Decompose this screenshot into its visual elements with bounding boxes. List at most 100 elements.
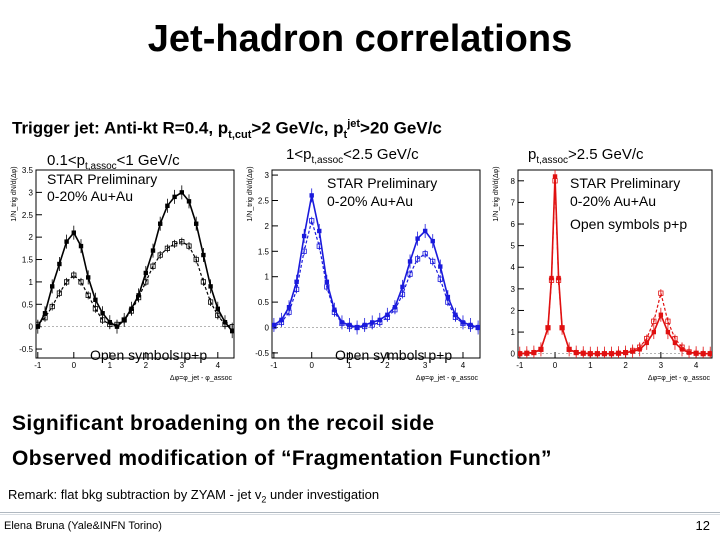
data-point-auau [230, 328, 234, 334]
data-point-pp [339, 320, 345, 327]
data-point-pp [316, 243, 322, 249]
data-point-auau [400, 284, 405, 290]
y-tick-label: -0.5 [19, 345, 33, 354]
data-point-auau [186, 199, 192, 204]
y-axis-title: 1/N_trig dN/d(Δφ) [493, 166, 500, 221]
data-point-pp [552, 178, 558, 184]
data-point-pp [143, 279, 149, 285]
trigger-description: Trigger jet: Anti-kt R=0.4, pt,cut>2 GeV… [12, 118, 442, 142]
y-tick-label: 8 [511, 177, 516, 186]
x-axis-title: Δφ=φ_jet - φ_assoc [170, 375, 233, 382]
data-point-pp [207, 299, 214, 305]
data-point-auau [215, 306, 220, 311]
data-point-pp [686, 349, 692, 355]
panel1-preliminary-label: STAR Preliminary [47, 171, 158, 187]
data-point-auau [78, 243, 84, 249]
data-point-pp [630, 347, 636, 354]
data-point-auau [294, 279, 299, 284]
data-point-pp [128, 308, 134, 314]
data-point-pp [215, 312, 221, 319]
data-point-auau [672, 340, 678, 346]
data-point-pp [186, 243, 192, 249]
y-tick-label: 7 [511, 198, 516, 207]
data-point-pp [437, 276, 443, 282]
y-tick-label: 0.5 [258, 298, 270, 307]
data-point-auau [50, 284, 55, 289]
data-point-pp [193, 256, 199, 263]
y-tick-label: 2 [511, 306, 516, 315]
data-point-auau [286, 304, 292, 310]
data-point-pp [42, 315, 48, 321]
data-point-pp [573, 349, 579, 356]
data-point-pp [56, 290, 63, 296]
x-tick-label: 1 [108, 361, 113, 370]
data-point-pp [531, 349, 537, 356]
x-axis-title: Δφ=φ_jet - φ_assoc [648, 375, 711, 382]
panel1-open-symbols-note: Open symbols p+p [90, 347, 208, 363]
data-point-pp [171, 241, 178, 247]
plot-area [36, 185, 234, 339]
data-point-pp [679, 344, 685, 350]
data-point-pp [467, 323, 474, 330]
data-point-pp [135, 294, 142, 301]
x-axis-title: Δφ=φ_jet - φ_assoc [416, 375, 479, 382]
data-point-pp [407, 271, 413, 277]
data-point-pp [369, 322, 375, 328]
data-point-pp [392, 307, 398, 313]
x-tick-label: -1 [270, 361, 278, 370]
y-tick-label: 0 [265, 324, 270, 333]
data-point-auau [651, 329, 656, 335]
data-point-pp [693, 350, 699, 356]
data-point-auau [64, 239, 69, 244]
y-tick-label: 0 [511, 350, 516, 359]
panel2-header: 1<pt,assoc<2.5 GeV/c [286, 146, 419, 166]
data-point-pp [354, 324, 360, 331]
data-point-auau [165, 203, 170, 209]
data-point-pp [580, 350, 586, 356]
data-point-pp [377, 319, 383, 326]
data-point-pp [445, 299, 451, 305]
x-tick-label: 0 [72, 361, 77, 370]
data-point-pp [665, 318, 671, 324]
x-tick-label: 4 [461, 361, 466, 370]
data-point-pp [452, 314, 459, 320]
y-tick-label: 1 [29, 278, 34, 287]
x-tick-label: 3 [180, 361, 185, 370]
data-point-auau [93, 297, 98, 303]
data-point-pp [78, 279, 84, 285]
x-tick-label: 1 [588, 361, 593, 370]
data-point-pp [331, 309, 337, 315]
data-point-auau [179, 190, 184, 195]
panel2-preliminary-label: STAR Preliminary [327, 175, 438, 191]
data-point-pp [309, 218, 315, 224]
data-point-pp [229, 324, 234, 330]
data-point-auau [86, 275, 91, 280]
data-point-auau [194, 221, 199, 226]
data-point-auau [324, 279, 330, 284]
data-point-auau [438, 264, 443, 269]
y-axis-title: 1/N_trig dN/d(Δφ) [11, 166, 18, 221]
data-point-auau [445, 294, 451, 300]
data-point-pp [430, 258, 436, 265]
plot-frame [271, 169, 481, 359]
data-point-pp [278, 319, 285, 326]
data-point-pp [594, 351, 600, 357]
x-tick-label: 1 [347, 361, 352, 370]
x-tick-label: 2 [385, 361, 390, 370]
conclusion-line-1: Significant broadening on the recoil sid… [12, 412, 435, 435]
data-point-pp [92, 306, 98, 312]
data-point-pp [555, 277, 562, 283]
data-point-auau [158, 221, 163, 226]
y-tick-label: 6 [511, 220, 516, 229]
data-point-pp [559, 325, 565, 331]
data-point-auau [172, 194, 177, 200]
data-point-pp [566, 346, 572, 352]
x-tick-label: -1 [516, 361, 524, 370]
data-point-pp [293, 286, 300, 293]
y-tick-label: 5 [511, 242, 516, 251]
data-point-pp [601, 351, 608, 357]
y-tick-label: -0.5 [255, 349, 269, 358]
data-point-auau [143, 270, 148, 276]
y-tick-label: 3 [511, 285, 516, 294]
